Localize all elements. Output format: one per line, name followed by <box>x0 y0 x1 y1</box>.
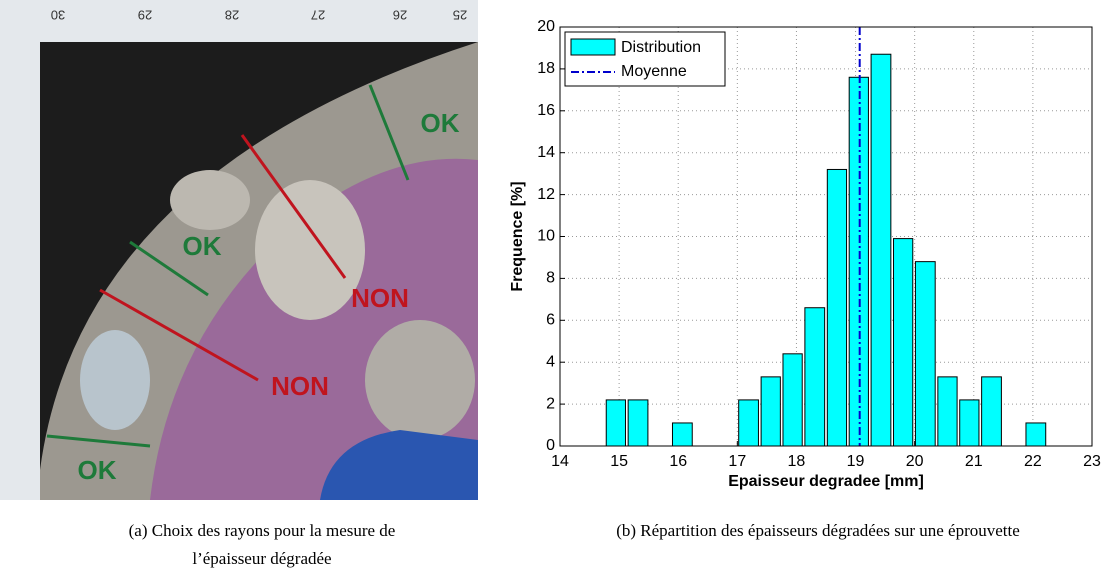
x-tick-label: 19 <box>847 453 865 470</box>
ruler-label: 28 <box>225 8 239 23</box>
y-tick-label: 4 <box>546 353 555 370</box>
non-arrows <box>99 134 347 382</box>
annotation: OK <box>183 231 222 261</box>
bar <box>782 353 803 447</box>
y-tick-label: 12 <box>537 186 555 203</box>
ruler-label: 25 <box>453 8 467 23</box>
ruler-label: 27 <box>311 8 325 23</box>
bar <box>937 376 958 447</box>
x-tick-label: 18 <box>788 453 806 470</box>
legend-label: Moyenne <box>621 63 687 80</box>
y-axis-label: Frequence [%] <box>509 181 526 291</box>
legend-swatch <box>570 38 616 56</box>
bar <box>981 376 1002 447</box>
y-tick-label: 14 <box>537 144 555 161</box>
bar <box>870 53 892 447</box>
bar <box>959 399 980 447</box>
x-axis-label: Epaisseur degradee [mm] <box>728 473 924 490</box>
x-tick-label: 21 <box>965 453 983 470</box>
y-tick-label: 6 <box>546 312 555 329</box>
annotation: OK <box>78 455 117 485</box>
caption: (a) Choix des rayons pour la mesure de <box>129 521 396 540</box>
legend-label: Distribution <box>621 39 701 56</box>
annotation: NON <box>351 283 409 313</box>
bar <box>605 399 626 447</box>
captions: (a) Choix des rayons pour la mesure de l’… <box>129 521 1020 568</box>
aggregate <box>365 320 475 440</box>
blue-mark <box>320 430 478 500</box>
ruler-label: 30 <box>51 8 65 23</box>
y-tick-label: 0 <box>546 437 555 454</box>
y-tick-label: 18 <box>537 60 555 77</box>
x-tick-label: 16 <box>669 453 687 470</box>
caption: (b) Répartition des épaisseurs dégradées… <box>616 521 1020 540</box>
plot-frame <box>559 26 1093 447</box>
bar <box>914 261 936 447</box>
y-tick-label: 2 <box>546 395 555 412</box>
x-tick-label: 22 <box>1024 453 1042 470</box>
ok-arrows <box>46 84 410 448</box>
ruler-label: 26 <box>393 8 407 23</box>
annotation: OK <box>421 108 460 138</box>
ruler-top <box>0 0 478 42</box>
photo: 30 29 28 27 26 25 OK OK NON NON OK <box>0 0 478 500</box>
x-tick-label: 15 <box>610 453 628 470</box>
bar <box>627 399 649 447</box>
x-tick-label: 20 <box>906 453 924 470</box>
ruler-left <box>0 0 40 500</box>
bar <box>671 422 693 447</box>
y-tick-label: 20 <box>537 18 555 35</box>
aggregate <box>170 170 250 230</box>
bar <box>826 168 848 447</box>
caption: l’épaisseur dégradée <box>192 549 331 568</box>
chart: 0 2 4 6 8 10 12 14 16 18 20 14 15 16 17 18 19 20 21 22 23 Epa… <box>509 18 1101 490</box>
y-tick-label: 10 <box>537 228 555 245</box>
annotations: OK OK NON NON OK <box>78 108 460 485</box>
ruler-label: 29 <box>138 8 152 23</box>
x-tick-label: 17 <box>728 453 746 470</box>
bar <box>738 399 759 447</box>
bar <box>760 376 781 447</box>
x-tick-label: 14 <box>551 453 569 470</box>
y-tick-label: 8 <box>546 270 555 287</box>
y-tick-label: 16 <box>537 102 555 119</box>
aggregate <box>255 180 365 320</box>
ruler-labels: 30 29 28 27 26 25 <box>51 8 467 23</box>
bar <box>804 307 826 447</box>
aggregate <box>80 330 150 430</box>
bar <box>893 238 914 447</box>
bar <box>1025 422 1047 447</box>
annotation: NON <box>271 371 329 401</box>
x-tick-label: 23 <box>1083 453 1101 470</box>
